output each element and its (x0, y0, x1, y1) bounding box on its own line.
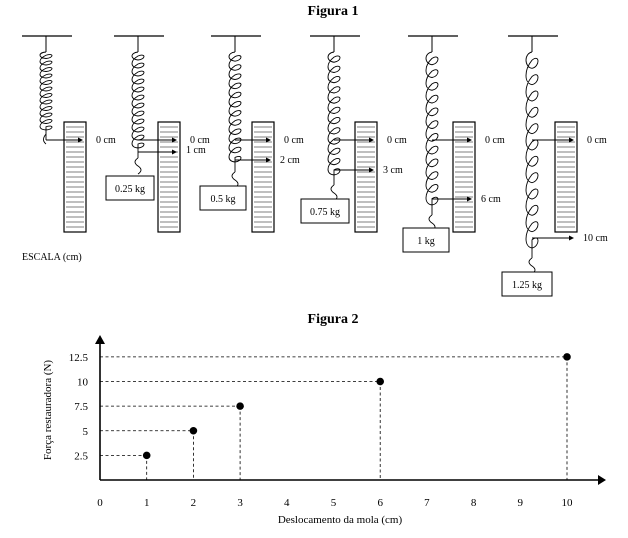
mass-label: 1 kg (417, 236, 435, 247)
mass-label: 0.5 kg (211, 194, 236, 205)
zero-arrowhead (369, 137, 374, 143)
spring-diagram: 0 cm 0 cm1 cm0.25 kg0 cm2 cm0.5 kg0 cm3 c… (22, 35, 608, 297)
mass-box (105, 175, 155, 201)
spring-coil (131, 51, 145, 158)
zero-label: 0 cm (587, 135, 607, 146)
y-tick-label: 2.5 (74, 450, 88, 462)
zero-label: 0 cm (387, 135, 407, 146)
zero-arrowhead (78, 137, 83, 143)
data-point (563, 353, 571, 361)
x-tick-label: 7 (424, 497, 430, 509)
spring-end (43, 133, 47, 145)
displacement-arrowhead (369, 167, 374, 173)
displacement-arrowhead (172, 149, 177, 155)
x-tick-label: 8 (471, 497, 477, 509)
x-tick-label: 5 (331, 497, 337, 509)
x-axis-arrow (598, 475, 606, 485)
spring-setup: 0 cm 10 cm 1.25 kg (501, 35, 608, 297)
x-axis-label: Deslocamento da mola (cm) (278, 514, 403, 526)
figure-1-title: Figura 1 (307, 4, 359, 19)
data-point (189, 426, 198, 435)
spring-coil (425, 51, 439, 215)
y-tick-label: 10 (77, 377, 89, 389)
mass-box (199, 185, 247, 211)
figure-2-title: Figura 2 (307, 312, 359, 327)
spring-coil (228, 51, 242, 172)
data-point (236, 402, 244, 410)
zero-label: 0 cm (96, 135, 116, 146)
zero-label: 0 cm (485, 135, 505, 146)
mass-label: 1.25 kg (512, 280, 542, 291)
displacement-label: 10 cm (583, 233, 608, 244)
spring-setup: 0 cm1 cm 0.25 kg (105, 35, 210, 233)
x-tick-label: 1 (144, 497, 150, 509)
x-tick-label: 2 (191, 497, 197, 509)
zero-arrowhead (467, 137, 472, 143)
x-tick-label: 10 (562, 497, 574, 509)
data-point (142, 451, 151, 460)
x-tick-label: 0 (97, 497, 103, 509)
displacement-label: 1 cm (186, 145, 206, 156)
y-tick-label: 5 (83, 426, 89, 438)
y-tick-label: 12.5 (69, 352, 89, 364)
spring-coil (327, 51, 341, 185)
spring-setup: 0 cm (22, 35, 116, 233)
zero-arrowhead (569, 137, 574, 143)
displacement-label: 2 cm (280, 155, 300, 166)
scale-label: ESCALA (cm) (22, 252, 82, 263)
x-tick-label: 3 (237, 497, 243, 509)
x-tick-label: 9 (518, 497, 524, 509)
x-tick-label: 6 (377, 497, 383, 509)
zero-arrowhead (172, 137, 177, 143)
spring-coil (525, 51, 539, 258)
mass-box (501, 271, 553, 297)
displacement-arrowhead (467, 196, 472, 202)
data-point (376, 377, 385, 386)
spring-setup: 0 cm 3 cm 0.75 kg (300, 35, 407, 233)
spring-coil (39, 51, 53, 140)
displacement-arrowhead (569, 235, 574, 241)
displacement-label: 6 cm (481, 194, 501, 205)
y-axis-label: Força restauradora (N) (42, 360, 54, 461)
y-tick-label: 7.5 (74, 401, 88, 413)
displacement-arrowhead (266, 157, 271, 163)
zero-arrowhead (266, 137, 271, 143)
displacement-label: 3 cm (383, 165, 403, 176)
spring-setup: 0 cm 6 cm 1 kg (402, 35, 505, 253)
zero-label: 0 cm (284, 135, 304, 146)
mass-box (402, 227, 450, 253)
mass-box (300, 198, 350, 224)
spring-setup: 0 cm 2 cm 0.5 kg (199, 35, 304, 233)
y-axis-arrow (95, 335, 105, 344)
zero-label: 0 cm (190, 135, 210, 146)
hook (134, 157, 142, 175)
mass-label: 0.25 kg (115, 184, 145, 195)
mass-label: 0.75 kg (310, 207, 340, 218)
x-tick-label: 4 (284, 497, 290, 509)
